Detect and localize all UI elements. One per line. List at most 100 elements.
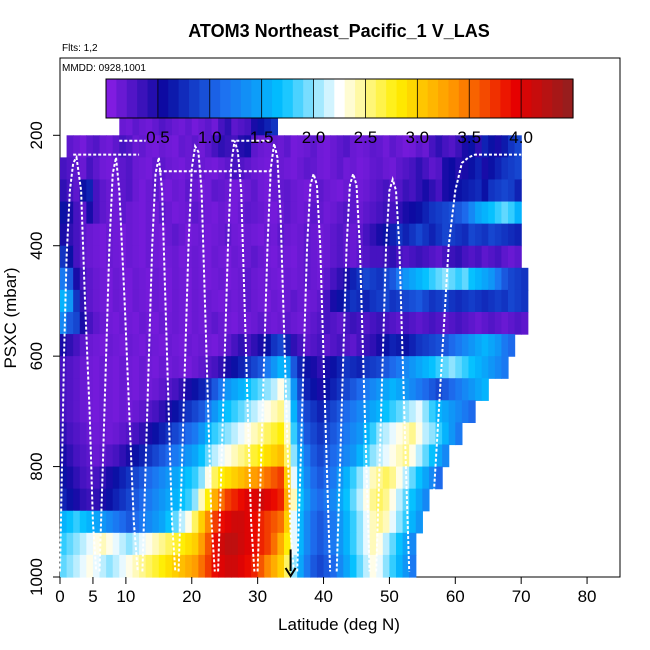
heatmap-cell [204, 201, 213, 225]
flight-track-profile-1 [59, 154, 98, 572]
heatmap-cell [389, 135, 397, 158]
heatmap-cell [481, 157, 489, 181]
heatmap-cell [224, 378, 232, 401]
heatmap-cell [218, 334, 226, 357]
heatmap-cell [251, 444, 259, 468]
heatmap-cell [343, 422, 351, 446]
heatmap-cell [211, 113, 219, 136]
heatmap-cell [99, 400, 107, 424]
heatmap-cell [435, 201, 443, 225]
heatmap-cell [363, 422, 371, 446]
heatmap-cell [290, 311, 298, 335]
heatmap-cell [264, 334, 272, 357]
heatmap-cell [435, 223, 443, 247]
heatmap-cell [191, 400, 199, 424]
heatmap-cell [66, 466, 74, 490]
heatmap-cell [277, 157, 285, 181]
heatmap-cell [356, 444, 364, 468]
heatmap-cell [60, 554, 68, 578]
heatmap-cell [343, 378, 351, 401]
heatmap-cell [60, 400, 68, 424]
heatmap-cell [152, 113, 160, 136]
heatmap-cell [382, 311, 391, 335]
heatmap-cell [330, 422, 338, 446]
heatmap-cell [402, 532, 410, 556]
heatmap-cell [343, 311, 351, 335]
heatmap-cell [349, 179, 358, 203]
heatmap-cell [165, 179, 173, 203]
heatmap-cell [303, 267, 311, 291]
heatmap-cell [112, 532, 120, 556]
heatmap-cell [356, 554, 364, 578]
heatmap-cell [224, 113, 232, 136]
heatmap-cell [349, 289, 358, 313]
heatmap-cell [396, 311, 404, 335]
heatmap-cell [290, 532, 298, 556]
heatmap-cell [172, 334, 180, 357]
heatmap-cell [448, 135, 456, 158]
heatmap-cell [488, 334, 496, 357]
heatmap-cell [382, 510, 391, 534]
heatmap-cell [290, 510, 298, 534]
heatmap-cell [402, 444, 410, 468]
heatmap-cell [270, 113, 279, 136]
heatmap-cell [501, 356, 509, 379]
heatmap-cell [396, 378, 404, 401]
heatmap-cell [86, 289, 94, 313]
heatmap-cell [303, 334, 311, 357]
heatmap-cell [402, 422, 410, 446]
heatmap-cell [66, 488, 74, 512]
heatmap-cell [244, 223, 252, 247]
x-tick-label: 60 [446, 587, 465, 606]
heatmap-cell [461, 356, 470, 379]
heatmap-cell [119, 135, 127, 158]
colorbar-swatch [552, 79, 564, 118]
heatmap-cell [244, 554, 252, 578]
heatmap-cell [73, 267, 81, 291]
heatmap-cell [66, 510, 74, 534]
heatmap-cell [86, 466, 94, 490]
heatmap-cell [461, 311, 470, 335]
heatmap-cell [330, 311, 338, 335]
heatmap-cell [198, 378, 206, 401]
heatmap-cell [396, 532, 404, 556]
heatmap-cell [119, 311, 127, 335]
marker-arrow-head [284, 567, 297, 578]
heatmap-cell [251, 378, 259, 401]
heatmap-cell [204, 422, 213, 446]
colorbar-swatch [137, 79, 149, 118]
heatmap-cell [284, 179, 292, 203]
heatmap-cell [376, 554, 384, 578]
heatmap-cell [264, 245, 272, 269]
heatmap-cell [369, 179, 377, 203]
heatmap-cell [139, 157, 147, 181]
heatmap-cell [185, 378, 193, 401]
heatmap-cell [382, 422, 391, 446]
heatmap-cell [297, 245, 305, 269]
colorbar-swatch [355, 79, 367, 118]
heatmap-cell [191, 201, 199, 225]
heatmap-cell [363, 135, 371, 158]
heatmap-cell [415, 245, 423, 269]
heatmap-cell [132, 334, 140, 357]
heatmap-cell [198, 422, 206, 446]
heatmap-cell [73, 135, 81, 158]
heatmap-cell [501, 334, 509, 357]
heatmap-cell [139, 466, 147, 490]
heatmap-cell [396, 179, 404, 203]
heatmap-cell [139, 400, 147, 424]
heatmap-cell [112, 289, 120, 313]
heatmap-cell [60, 179, 68, 203]
heatmap-cell [125, 135, 134, 158]
heatmap-cell [336, 201, 344, 225]
heatmap-cell [152, 267, 160, 291]
heatmap-cell [198, 113, 206, 136]
heatmap-cell [330, 201, 338, 225]
heatmap-cell [415, 356, 423, 379]
heatmap-cell [435, 444, 443, 468]
heatmap-cell [422, 245, 430, 269]
heatmap-cell [448, 334, 456, 357]
heatmap-cell [66, 267, 74, 291]
heatmap-cell [514, 289, 522, 313]
marker-arrow [284, 549, 297, 578]
